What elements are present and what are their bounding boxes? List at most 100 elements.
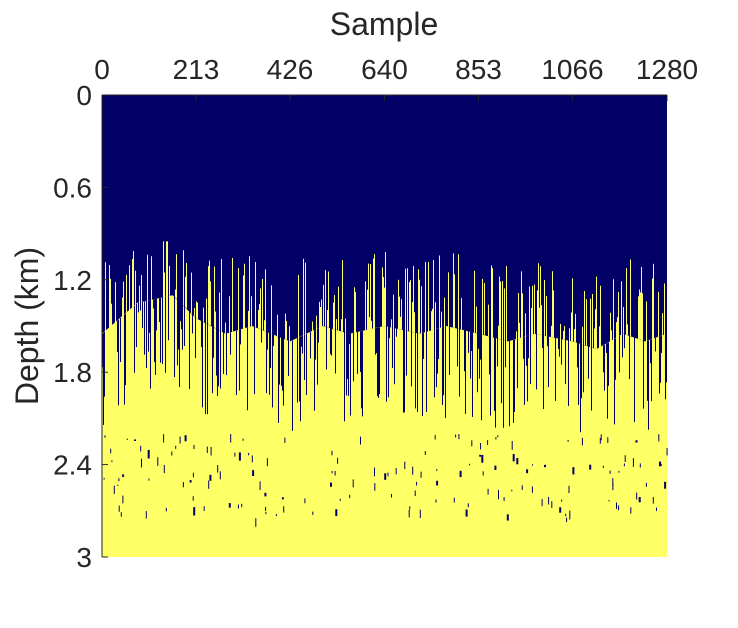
spike-yellow <box>409 282 410 332</box>
spike-navy <box>125 313 126 386</box>
spike-navy <box>269 332 270 395</box>
speck <box>228 503 231 508</box>
spike-navy <box>155 299 156 375</box>
y-tick-label: 1.2 <box>53 265 92 296</box>
speck <box>163 434 165 443</box>
x-axis-title: Sample <box>330 6 439 42</box>
spike-yellow <box>244 263 245 329</box>
spike-navy <box>154 299 155 362</box>
spike-yellow <box>538 263 539 335</box>
spike-yellow <box>232 258 233 332</box>
spike-yellow <box>312 321 313 332</box>
spike-navy <box>578 343 579 405</box>
spike-yellow <box>476 306 477 334</box>
speck <box>618 470 620 473</box>
speck <box>118 478 120 482</box>
spike-yellow <box>164 272 165 298</box>
speck <box>103 477 105 480</box>
speck <box>635 440 638 443</box>
spike-yellow <box>110 278 111 327</box>
spike-navy <box>417 333 418 412</box>
spike-navy <box>117 320 118 352</box>
speck <box>148 478 150 481</box>
speck <box>632 458 634 467</box>
speck <box>630 507 632 514</box>
spike-navy <box>443 327 444 396</box>
spike-yellow <box>626 268 627 335</box>
spike-navy <box>513 340 514 423</box>
speck <box>551 501 553 508</box>
spike-yellow <box>186 263 187 309</box>
speck <box>498 489 499 498</box>
spike-yellow <box>428 261 429 332</box>
spike-navy <box>527 335 528 402</box>
spike-yellow <box>488 304 489 337</box>
spike-yellow <box>345 318 346 333</box>
speck <box>652 497 654 504</box>
speck <box>459 470 462 478</box>
spike-yellow <box>219 292 220 331</box>
speck <box>480 443 482 450</box>
spike-yellow <box>600 285 601 347</box>
spike-yellow <box>214 266 215 328</box>
spike-yellow <box>623 307 624 334</box>
y-tick-label: 0 <box>76 80 92 111</box>
spike-navy <box>604 344 605 391</box>
spike-navy <box>230 332 231 355</box>
speck <box>506 514 509 521</box>
spike-yellow <box>336 319 337 330</box>
spike-yellow <box>652 278 653 339</box>
spike-navy <box>494 337 495 411</box>
speck <box>259 481 261 490</box>
spike-navy <box>375 328 376 355</box>
spike-navy <box>479 333 480 379</box>
spike-yellow <box>521 271 522 338</box>
spike-navy <box>608 342 609 386</box>
speck <box>481 455 484 463</box>
spike-navy <box>449 326 450 375</box>
spike-navy <box>464 330 465 372</box>
spike-yellow <box>658 291 659 337</box>
speck <box>424 451 426 455</box>
spike-yellow <box>546 295 547 336</box>
spike-navy <box>495 338 496 428</box>
spike-navy <box>344 332 345 422</box>
speck <box>566 517 568 522</box>
speck <box>141 458 142 468</box>
spike-yellow <box>532 285 533 335</box>
speck <box>516 458 519 465</box>
spike-yellow <box>321 299 322 327</box>
speck <box>387 472 389 477</box>
speck <box>609 470 611 474</box>
speck <box>179 436 181 444</box>
speck <box>241 503 243 508</box>
spike-navy <box>202 321 203 408</box>
speck <box>113 485 115 494</box>
spike-navy <box>622 334 623 358</box>
spike-navy <box>103 332 104 425</box>
spike-yellow <box>334 295 335 330</box>
spike-yellow <box>519 322 520 339</box>
y-tick-label: 3 <box>76 542 92 573</box>
speck <box>374 467 375 477</box>
spike-yellow <box>592 294 593 348</box>
spike-yellow <box>502 281 503 340</box>
spike-navy <box>179 301 180 387</box>
spike-yellow <box>425 261 426 333</box>
spike-yellow <box>382 267 383 327</box>
speck <box>208 480 210 489</box>
spike-navy <box>561 339 562 365</box>
speck <box>331 470 333 474</box>
spike-yellow <box>286 320 287 340</box>
spike-yellow <box>323 284 324 326</box>
spike-yellow <box>196 301 197 319</box>
spike-yellow <box>328 271 329 328</box>
speck <box>569 510 571 520</box>
spike-navy <box>614 338 615 425</box>
speck <box>419 509 421 518</box>
speck <box>193 507 196 516</box>
speck <box>219 471 221 480</box>
speck <box>255 518 257 527</box>
speck <box>512 454 515 462</box>
speck <box>117 484 119 486</box>
